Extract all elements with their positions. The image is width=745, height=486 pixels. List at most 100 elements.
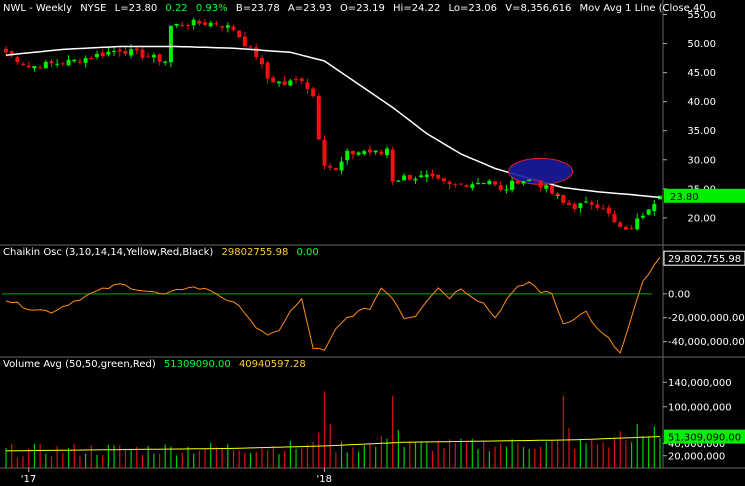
candle-body (385, 148, 390, 156)
candle-body (26, 65, 31, 68)
price-axis-label: 30.00 (687, 155, 716, 166)
last-price: L=23.80 (114, 3, 158, 14)
candle-body (487, 180, 492, 185)
price-axis-label: 55.00 (687, 10, 716, 21)
candle-body (316, 96, 321, 140)
candle-body (146, 56, 151, 58)
osc-axis-label: 0.00 (668, 289, 690, 300)
osc-last-tag (663, 250, 745, 266)
price-change-pct: 0.93% (195, 3, 228, 14)
osc-header: Chaikin Osc (3,10,14,14,Yellow,Red,Black… (3, 247, 324, 258)
candle-body (379, 151, 384, 155)
candle-body (561, 194, 566, 203)
volume-axis-label: 140,000,000 (668, 378, 732, 389)
candle-body (584, 201, 589, 203)
candle-body (168, 25, 173, 63)
candle-body (470, 184, 475, 188)
candle-body (345, 150, 350, 161)
candle-body (134, 48, 139, 51)
candle-body (606, 207, 611, 214)
price-axis-label: 45.00 (687, 68, 716, 79)
candle-body (294, 79, 299, 81)
candle-body (163, 61, 168, 63)
candle-body (515, 180, 520, 184)
candle-body (367, 149, 372, 153)
candle-body (4, 48, 8, 53)
candle-body (549, 185, 554, 194)
osc-value: 29802755.98 (221, 247, 289, 258)
candle-body (157, 54, 162, 62)
candle-body (185, 24, 190, 26)
candle-body (77, 61, 82, 63)
x-axis-label: '18 (316, 474, 331, 485)
candle-body (15, 57, 20, 63)
candle-body (447, 181, 452, 185)
candle-body (652, 203, 657, 212)
oscillator-panel: 0.00 -20,000,000.00 -40,000,000.00 29,802,7… (2, 250, 745, 354)
candle-body (413, 178, 418, 181)
candle-body (362, 151, 367, 155)
candle-body (476, 183, 481, 185)
candle-body (151, 54, 156, 58)
candle-body (94, 53, 99, 58)
candle-body (203, 22, 208, 26)
price-axis-label: 20.00 (687, 213, 716, 224)
candle-body (299, 78, 304, 81)
candle-body (402, 175, 407, 181)
candle-body (567, 202, 572, 206)
candle-body (9, 51, 14, 56)
candle-body (174, 23, 179, 26)
candle-body (612, 214, 617, 223)
candle-body (521, 181, 526, 184)
symbol-label: NWL - Weekly (3, 3, 72, 14)
candle-body (356, 152, 361, 155)
osc-label: Chaikin Osc (3,10,14,14,Yellow,Red,Black… (3, 247, 214, 258)
candle-body (532, 179, 537, 181)
candle-body (493, 181, 498, 185)
candle-body (498, 185, 503, 191)
candle-body (441, 178, 446, 182)
osc-last-tag-label: 29,802,755.98 (668, 254, 741, 265)
candle-body (436, 174, 441, 179)
candle-body (510, 180, 515, 190)
candle-body (191, 19, 196, 26)
volume-avg-line (5, 436, 661, 452)
candle-body (322, 139, 327, 166)
candle-body (288, 80, 293, 86)
last-price-tag (664, 188, 745, 203)
volume-axis-label: 40,000,000 (668, 439, 725, 450)
candle-body (339, 161, 344, 171)
price-axis-label: 40.00 (687, 97, 716, 108)
candle-body (458, 183, 463, 185)
volume-axis-label: 20,000,000 (668, 451, 725, 462)
candle-body (259, 57, 264, 65)
candle-body (424, 174, 429, 178)
ask-price: A=23.93 (287, 3, 332, 14)
x-axis-label: '17 (21, 474, 36, 485)
candle-body (66, 59, 71, 66)
candle-body (640, 215, 645, 218)
osc-axis-label: -40,000,000.00 (668, 337, 745, 348)
candle-body (220, 26, 225, 28)
volume-last-tag (664, 429, 745, 444)
candle-body (305, 82, 310, 90)
candle-body (544, 185, 549, 188)
candle-body (555, 193, 560, 195)
candle-body (328, 165, 333, 168)
volume-value: V=8,356,616 (505, 3, 572, 14)
candle-body (396, 180, 401, 182)
candle-body (601, 208, 606, 210)
candle-body (623, 226, 628, 230)
candle-body (106, 51, 111, 55)
candle-body (464, 185, 469, 188)
volume-header: Volume Avg (50,50,green,Red) 51309090.00… (3, 359, 311, 370)
volume-last-tag-label: 51,309,090.00 (668, 433, 741, 444)
candle-body (572, 205, 577, 209)
candle-body (595, 204, 600, 209)
candle-body (32, 66, 37, 69)
candle-body (197, 20, 202, 24)
candle-body (373, 150, 378, 153)
candle-body (254, 47, 259, 58)
candle-body (89, 58, 94, 60)
